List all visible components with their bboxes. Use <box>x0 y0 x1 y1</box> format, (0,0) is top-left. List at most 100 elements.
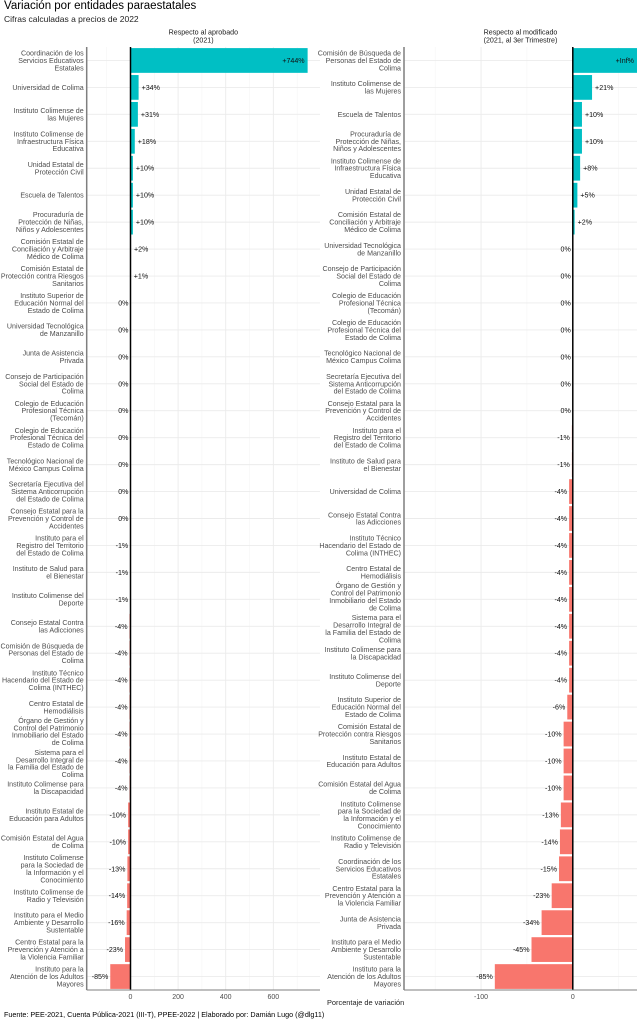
data-label: 0% <box>118 461 129 469</box>
data-label: -34% <box>523 919 540 927</box>
category-label: Instituto para el Medio Ambiente y Desarr… <box>14 912 84 935</box>
data-label: 0% <box>118 353 129 361</box>
bar <box>563 721 573 747</box>
x-tick-label: 0 <box>571 994 575 1001</box>
category-label: Consejo Estatal Contra las Adicciones <box>11 619 84 634</box>
bar <box>128 802 131 828</box>
bar <box>127 883 131 909</box>
category-label: Unidad Estatal de Protección Civil <box>28 161 84 176</box>
data-label: +31% <box>141 111 160 119</box>
data-label: -23% <box>533 892 550 900</box>
category-label: Sistema para el Desarrollo Integral de la … <box>325 614 401 644</box>
chart-caption: Fuente: PEE-2021, Cuenta Pública-2021 (I… <box>4 1010 325 1019</box>
data-label: +10% <box>585 111 604 119</box>
data-label: -13% <box>109 865 126 873</box>
category-label: Comisión Estatal del Agua de Colima <box>318 781 401 796</box>
data-label: +2% <box>578 219 593 227</box>
panel-title: Respecto al aprobado (2021) <box>169 29 238 45</box>
category-label: Centro Estatal de Hemodiálisis <box>346 565 401 580</box>
bar <box>130 75 139 100</box>
category-label: Procuraduría de Protección de Niñas, Niños… <box>333 130 401 153</box>
data-label: -1% <box>557 461 570 469</box>
data-label: -4% <box>115 784 128 792</box>
data-label: -14% <box>109 892 126 900</box>
category-label: Universidad Tecnológica de Manzanillo <box>324 242 401 257</box>
data-label: 0% <box>561 380 572 388</box>
category-label: Universidad de Colima <box>12 84 83 92</box>
bar <box>563 748 573 774</box>
bar <box>569 560 573 585</box>
bar <box>130 101 138 127</box>
category-label: Instituto Colimense para la Discapacidad <box>7 781 84 796</box>
data-label: +10% <box>136 165 155 173</box>
category-label: Instituto para el Registro del Territorio… <box>334 427 402 450</box>
category-label: Comisión de Búsqueda de Personas del Esta… <box>0 642 83 665</box>
data-label: 0% <box>118 326 129 334</box>
data-label: -10% <box>545 784 562 792</box>
category-label: Colegio de Educación Profesional Técnica … <box>10 427 84 450</box>
data-label: +Inf% <box>616 57 635 65</box>
category-label: Instituto Colimense para la Discapacidad <box>325 646 402 661</box>
chart-subtitle: Cifras calculadas a precios de 2022 <box>4 14 139 24</box>
category-label: Colegio de Educación Profesional Técnica … <box>327 319 401 342</box>
data-label: -15% <box>540 865 557 873</box>
category-label: Universidad Tecnológica de Manzanillo <box>7 323 84 338</box>
bar <box>128 829 131 855</box>
category-label: Instituto Colimense de las Mujeres <box>331 80 402 95</box>
data-label: +744% <box>282 57 305 65</box>
category-label: Instituto Técnico Hacendario del Estado d… <box>319 535 401 558</box>
category-label: Centro Estatal de Hemodiálisis <box>29 700 84 715</box>
category-label: Comisión de Búsqueda de Personas del Esta… <box>318 50 401 73</box>
bar <box>572 182 578 208</box>
data-label: +1% <box>134 273 149 281</box>
data-label: -10% <box>110 811 127 819</box>
data-label: +8% <box>583 165 598 173</box>
category-label: Escuela de Talentos <box>338 111 402 119</box>
data-label: -1% <box>116 569 129 577</box>
data-label: -4% <box>554 650 567 658</box>
bar <box>127 856 131 882</box>
bar <box>125 937 131 962</box>
data-label: -13% <box>542 811 559 819</box>
category-label: Coordinación de los Servicios Educativos E… <box>336 858 402 881</box>
bar <box>572 101 582 127</box>
bar <box>569 640 573 666</box>
bar <box>130 182 133 208</box>
data-label: -85% <box>476 973 493 981</box>
category-label: Universidad de Colima <box>330 488 401 496</box>
category-label: Procuraduría de Protección de Niñas, Niños… <box>16 211 84 234</box>
category-label: Instituto Colimense de las Mujeres <box>14 107 85 122</box>
data-label: -10% <box>545 757 562 765</box>
category-label: Instituto para la Atención de los Adultos… <box>327 966 401 989</box>
bar <box>541 910 573 936</box>
category-label: Secretaría Ejecutiva del Sistema Anticorr… <box>9 481 84 504</box>
category-label: Consejo Estatal Contra las Adicciones <box>328 511 401 526</box>
data-label: 0% <box>118 434 129 442</box>
bar <box>130 155 133 181</box>
data-label: -45% <box>513 946 530 954</box>
data-label: -4% <box>115 650 128 658</box>
bar <box>569 667 573 693</box>
category-label: Órgano de Gestión y Control del Patrimoni… <box>12 716 84 747</box>
category-label: Instituto Técnico Hacendario del Estado d… <box>2 669 84 692</box>
data-label: -4% <box>554 515 567 523</box>
category-label: Consejo de Participación Social del Estad… <box>323 265 402 288</box>
data-label: +10% <box>585 138 604 146</box>
data-label: -4% <box>554 488 567 496</box>
bar <box>531 937 573 962</box>
bar <box>559 856 573 882</box>
data-label: 0% <box>118 407 129 415</box>
data-label: 0% <box>118 380 129 388</box>
category-label: Instituto Colimense de Radio y Televisión <box>331 835 401 850</box>
category-label: Instituto de Salud para el Bienestar <box>13 565 85 580</box>
bar <box>559 829 573 855</box>
x-tick-label: 200 <box>172 994 184 1001</box>
bar <box>494 964 573 989</box>
category-label: Comisión Estatal de Conciliación y Arbitr… <box>12 238 84 261</box>
bar <box>130 128 135 154</box>
category-label: Comisión Estatal del Agua de Colima <box>1 835 84 850</box>
data-label: -10% <box>545 731 562 739</box>
data-label: -1% <box>557 434 570 442</box>
data-label: -4% <box>554 677 567 685</box>
category-label: Sistema para el Desarrollo Integral de la … <box>8 749 84 779</box>
